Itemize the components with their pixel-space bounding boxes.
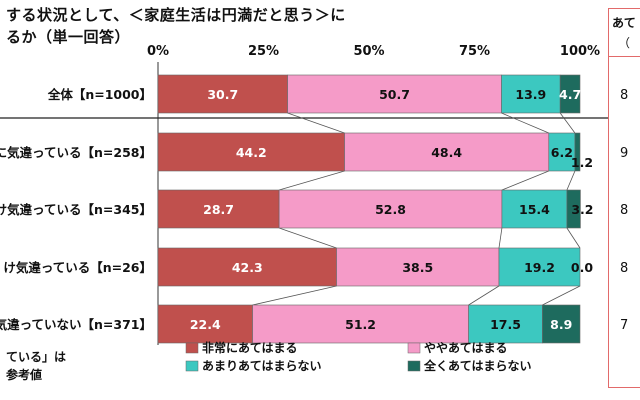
side-panel-divider xyxy=(608,56,640,57)
bar-segment xyxy=(574,132,581,172)
bar-value-label: 8.9 xyxy=(550,317,572,332)
legend-label: 非常にあてはまる xyxy=(202,340,298,355)
bar-value-label: 17.5 xyxy=(490,317,521,332)
legend-swatch xyxy=(407,342,421,354)
bar-value-label: 30.7 xyxy=(207,87,238,102)
category-label: 気違っていない【n=371】 xyxy=(0,317,152,332)
bar-segment xyxy=(336,247,500,287)
bar-segment xyxy=(501,189,568,229)
side-panel-subheader: （ xyxy=(618,36,631,50)
bar-segment xyxy=(252,304,469,344)
side-panel-value-2: 8 xyxy=(620,203,629,218)
bar-value-label: 52.8 xyxy=(375,202,406,217)
connector-line xyxy=(278,227,337,249)
bar-value-label: 22.4 xyxy=(190,317,221,332)
bar-value-label: 38.5 xyxy=(402,260,433,275)
bar-value-label: 28.7 xyxy=(203,202,234,217)
side-panel-value-4: 7 xyxy=(620,318,629,333)
side-panel-value-0: 8 xyxy=(620,88,629,103)
bar-value-label: 48.4 xyxy=(431,145,462,160)
bar-value-label: 50.7 xyxy=(379,87,410,102)
connector-line xyxy=(501,170,549,191)
bar-segment xyxy=(157,74,288,114)
bar-value-label: 19.2 xyxy=(524,260,555,275)
bar-segment xyxy=(157,304,253,344)
bar-segment xyxy=(344,132,550,172)
bar-segment xyxy=(542,304,581,344)
x-tick-label: 0% xyxy=(147,44,169,59)
category-label: 全体【n=1000】 xyxy=(47,87,152,102)
legend-swatch xyxy=(407,360,421,372)
bar-value-label: 42.3 xyxy=(232,260,263,275)
connector-line xyxy=(566,170,576,191)
side-panel-value-1: 9 xyxy=(620,146,629,161)
bar-segment xyxy=(566,189,581,229)
connector-line xyxy=(287,112,345,134)
category-label: け気違っている【n=26】 xyxy=(3,260,152,275)
x-tick-label: 50% xyxy=(353,44,384,59)
connector-line xyxy=(498,227,503,249)
chart-title-line1: する状況として、＜家庭生活は円満だと思う＞に xyxy=(6,6,346,24)
bar-value-label: 0.0 xyxy=(571,260,593,275)
x-tick-label: 100% xyxy=(560,44,600,59)
connector-line xyxy=(279,170,345,191)
x-tick-label: 25% xyxy=(248,44,279,59)
connector-line xyxy=(566,227,581,249)
side-panel-value-3: 8 xyxy=(620,261,629,276)
bar-segment xyxy=(157,247,337,287)
connector-line xyxy=(542,285,581,306)
legend-swatch xyxy=(185,360,199,372)
chart-title-line2: るか（単一回答） xyxy=(6,28,131,46)
legend-label: ややあてはまる xyxy=(424,341,508,355)
category-label: に気違っている【n=258】 xyxy=(0,145,152,160)
bar-segment xyxy=(287,74,502,114)
bar-value-label: 6.2 xyxy=(551,145,573,160)
bar-segment xyxy=(157,132,345,172)
connector-line xyxy=(252,285,337,306)
legend-label: あまりあてはまらない xyxy=(202,359,322,373)
legend-label: 全くあてはまらない xyxy=(423,358,532,373)
connector-line xyxy=(559,112,576,134)
bar-value-label: 4.7 xyxy=(559,87,581,102)
bar-segment xyxy=(559,74,581,114)
category-label: け気違っている【n=345】 xyxy=(0,202,152,217)
bar-value-label: 15.4 xyxy=(519,202,550,217)
bar-segment xyxy=(468,304,543,344)
x-tick-label: 75% xyxy=(459,44,490,59)
footnote-line2: 参考値 xyxy=(6,368,43,382)
bar-value-label: 3.2 xyxy=(571,202,593,217)
bar-segment xyxy=(278,189,503,229)
bar-segment xyxy=(498,247,581,287)
bar-segment xyxy=(157,189,280,229)
legend-swatch xyxy=(185,342,199,354)
bar-value-label: 51.2 xyxy=(345,317,376,332)
bar-value-label: 44.2 xyxy=(236,145,267,160)
side-panel-header: あて xyxy=(612,16,636,30)
bar-value-label: 13.9 xyxy=(515,87,546,102)
connector-line xyxy=(501,112,549,134)
bar-value-label: 1.2 xyxy=(571,155,593,170)
connector-line xyxy=(468,285,500,306)
side-panel xyxy=(608,8,640,388)
footnote-line1: ている」は xyxy=(6,350,67,364)
